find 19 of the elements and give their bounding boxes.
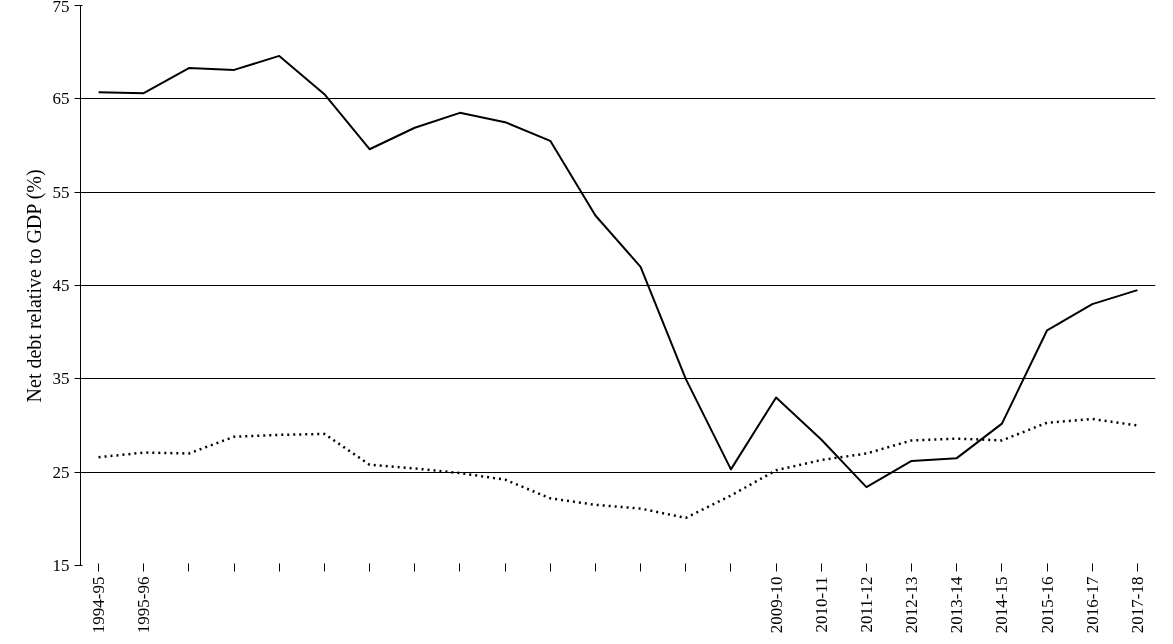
y-tick-label: 15: [52, 556, 70, 575]
x-tick-label: 2016-17: [1082, 576, 1102, 634]
y-tick-label: 35: [52, 369, 70, 389]
x-tick-label: 2017-18: [1127, 576, 1147, 634]
y-tick-label: 45: [52, 276, 70, 295]
x-tick-label: 2009-10: [766, 576, 786, 634]
x-tick-label: 1995-96: [134, 576, 154, 634]
y-tick-label: 75: [52, 0, 70, 16]
y-tick-label: 65: [52, 89, 70, 109]
x-tick-label: 2012-13: [902, 576, 922, 634]
x-tick-label: 2013-14: [947, 576, 967, 634]
x-tick-label: 2014-15: [992, 576, 1012, 634]
x-tick-label: 1994-95: [89, 576, 109, 634]
x-tick-label: 2011-12: [856, 576, 876, 633]
y-axis-title: Net debt relative to GDP (%): [22, 169, 46, 403]
x-tick-label: 2010-11: [811, 576, 831, 633]
x-tick-label: 2015-16: [1037, 576, 1057, 634]
y-tick-label: 25: [52, 462, 70, 482]
y-tick-label: 55: [52, 182, 70, 202]
